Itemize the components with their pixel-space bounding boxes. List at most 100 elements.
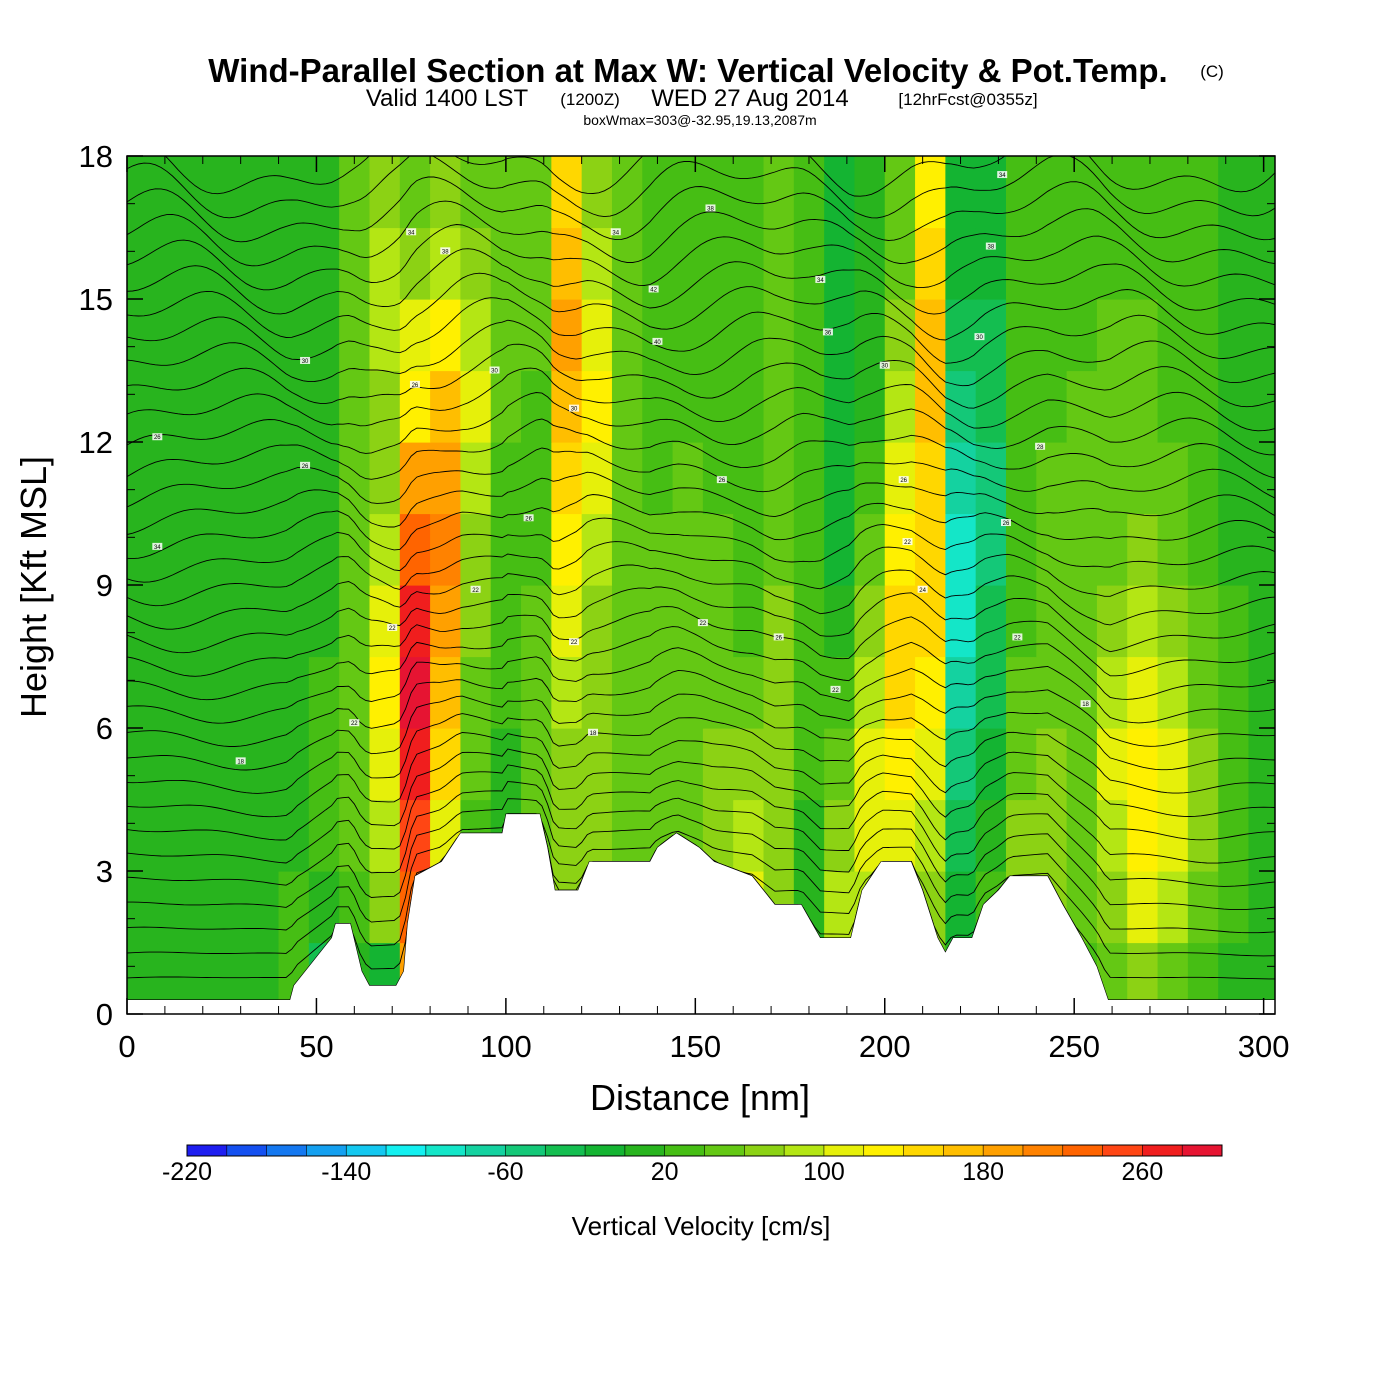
velocity-cell	[248, 799, 280, 872]
theta-label: 22	[902, 538, 913, 546]
theta-label-text: 22	[904, 540, 911, 546]
velocity-cell	[733, 156, 765, 229]
theta-contour	[127, 781, 1275, 887]
theta-label: 30	[974, 333, 985, 341]
theta-label: 30	[879, 361, 890, 370]
velocity-cell	[793, 799, 825, 872]
velocity-cell	[460, 370, 492, 443]
colorbar-swatch	[1182, 1145, 1223, 1156]
velocity-cell	[854, 442, 886, 515]
velocity-cell	[945, 442, 977, 515]
theta-label: 22	[1012, 633, 1023, 641]
velocity-cell	[339, 585, 371, 658]
velocity-cell	[278, 227, 310, 300]
velocity-cell	[793, 513, 825, 586]
colorbar-swatch	[346, 1145, 387, 1156]
velocity-cell	[581, 299, 613, 372]
velocity-cell	[581, 585, 613, 658]
velocity-cell	[975, 156, 1007, 229]
theta-label: 22	[697, 619, 708, 627]
velocity-cell	[1127, 799, 1159, 872]
velocity-cell	[127, 585, 158, 658]
velocity-cell	[581, 656, 613, 729]
y-tick-label: 15	[79, 282, 113, 317]
velocity-cell	[399, 799, 431, 872]
velocity-cell	[308, 728, 340, 801]
velocity-cell	[460, 156, 492, 229]
theta-contours	[127, 156, 1275, 980]
x-tick-label: 50	[299, 1029, 333, 1064]
velocity-cell	[521, 513, 552, 586]
velocity-cell	[187, 227, 219, 300]
velocity-cell	[430, 156, 462, 229]
velocity-cell	[1127, 513, 1159, 586]
velocity-cell	[1218, 442, 1250, 515]
velocity-cell	[763, 442, 795, 515]
theta-label: 34	[815, 275, 826, 284]
theta-label-text: 34	[408, 230, 415, 236]
velocity-cell	[854, 299, 886, 372]
velocity-cell	[127, 370, 158, 443]
velocity-cell	[1036, 370, 1068, 443]
velocity-cell	[460, 442, 492, 515]
theta-label-text: 18	[237, 759, 244, 765]
velocity-cell	[763, 585, 795, 658]
velocity-cell	[854, 585, 886, 658]
colorbar-tick-label: 20	[651, 1158, 679, 1186]
velocity-cell	[611, 656, 643, 729]
theta-contour	[127, 176, 1275, 243]
velocity-cell	[793, 442, 825, 515]
velocity-cell	[611, 799, 643, 872]
theta-contour	[164, 156, 1275, 197]
velocity-cell	[1066, 513, 1098, 586]
velocity-cell	[915, 156, 946, 229]
velocity-cell	[187, 442, 219, 515]
velocity-cell	[793, 299, 825, 372]
velocity-cell	[1127, 227, 1159, 300]
colorbar-swatch	[585, 1145, 626, 1156]
theta-label-text: 18	[1082, 702, 1089, 708]
velocity-cell	[1066, 370, 1098, 443]
velocity-cell	[187, 513, 219, 586]
colorbar-swatch	[624, 1145, 666, 1156]
theta-label: 22	[830, 685, 841, 694]
colorbar-swatch	[425, 1145, 467, 1156]
theta-label-text: 30	[976, 335, 983, 341]
colorbar-label: Vertical Velocity [cm/s]	[572, 1211, 831, 1241]
theta-label: 26	[898, 476, 909, 484]
velocity-cell	[430, 656, 462, 729]
theta-label: 42	[648, 285, 659, 293]
velocity-cell	[854, 227, 886, 300]
velocity-cell	[248, 585, 280, 658]
colorbar-tick-label: 100	[803, 1158, 845, 1186]
velocity-cell	[187, 299, 219, 372]
velocity-cell	[217, 585, 249, 658]
velocity-cell	[581, 370, 613, 443]
theta-label-text: 30	[881, 364, 888, 370]
theta-contour	[127, 813, 1275, 934]
theta-label-text: 38	[987, 245, 994, 251]
velocity-cell	[1096, 513, 1128, 586]
velocity-cell	[187, 656, 219, 729]
velocity-cell	[1005, 728, 1037, 801]
theta-label-text: 22	[389, 626, 396, 632]
velocity-cell	[187, 728, 219, 801]
theta-contour	[127, 343, 1275, 409]
velocity-cell	[945, 370, 977, 443]
velocity-cell	[551, 656, 583, 729]
title-block: Wind-Parallel Section at Max W: Vertical…	[208, 52, 1224, 128]
x-tick-label: 250	[1048, 1029, 1100, 1064]
velocity-cell	[157, 728, 189, 801]
theta-label-text: 30	[571, 407, 578, 413]
velocity-cell	[248, 156, 280, 229]
theta-label: 26	[523, 514, 534, 522]
velocity-cell	[1066, 585, 1098, 658]
velocity-cell	[702, 370, 734, 443]
theta-contour	[127, 626, 1275, 701]
velocity-cell	[1036, 442, 1068, 515]
velocity-cell	[1187, 585, 1219, 658]
theta-contour	[127, 669, 1275, 747]
velocity-cell	[763, 513, 795, 586]
velocity-cell	[824, 156, 856, 229]
